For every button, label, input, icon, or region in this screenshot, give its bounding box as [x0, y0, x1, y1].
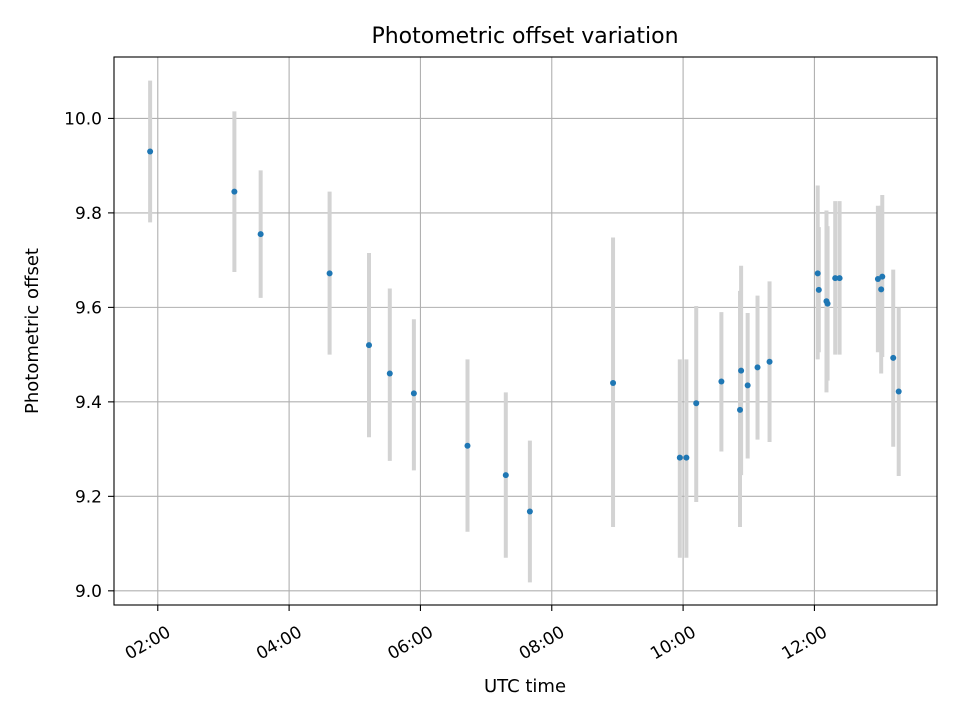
y-tick-label: 9.0 [75, 582, 102, 602]
data-point [744, 382, 751, 389]
data-point [879, 273, 886, 280]
data-point [464, 442, 471, 449]
data-point [737, 406, 744, 413]
y-tick-label: 10.0 [64, 109, 102, 129]
data-point [718, 378, 725, 385]
y-axis-label: Photometric offset [22, 248, 43, 414]
plot-frame [113, 56, 938, 606]
data-point [895, 388, 902, 395]
data-point [257, 231, 264, 238]
y-tick-label: 9.6 [75, 298, 102, 318]
data-point [676, 454, 683, 461]
data-point [326, 270, 333, 277]
data-point [832, 275, 839, 282]
data-point [766, 358, 773, 365]
data-point [836, 275, 843, 282]
x-axis-label: UTC time [484, 676, 566, 697]
data-point [815, 286, 822, 293]
data-point [754, 364, 761, 371]
data-point [814, 270, 821, 277]
data-point [231, 188, 238, 195]
data-point [502, 472, 509, 479]
data-point [890, 354, 897, 361]
chart-title: Photometric offset variation [371, 24, 678, 49]
data-point [365, 342, 372, 349]
data-point [738, 367, 745, 374]
y-tick-label: 9.8 [75, 204, 102, 224]
data-point [878, 286, 885, 293]
data-point [410, 390, 417, 397]
data-point [386, 370, 393, 377]
data-point [683, 454, 690, 461]
y-tick-label: 9.2 [75, 487, 102, 507]
data-point [874, 276, 881, 283]
data-point [824, 300, 831, 307]
data-point [147, 148, 154, 155]
data-point [526, 508, 533, 515]
grid-layer [114, 57, 937, 605]
point-layer [147, 148, 902, 515]
data-point [693, 400, 700, 407]
data-point [610, 379, 617, 386]
y-tick-label: 9.4 [75, 393, 102, 413]
